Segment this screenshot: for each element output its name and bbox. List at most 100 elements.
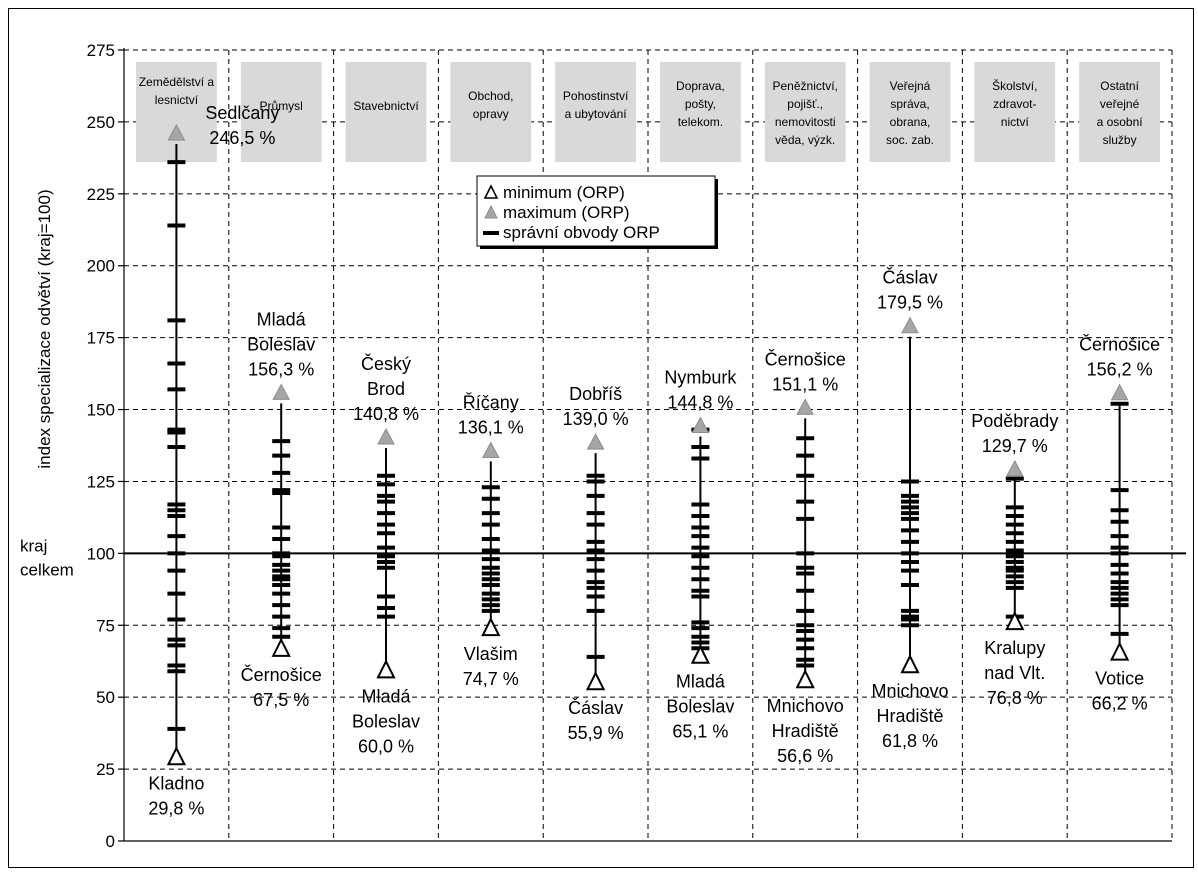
reference-label: kraj — [20, 536, 47, 555]
min-label: 65,1 % — [672, 722, 728, 742]
max-label: 156,3 % — [248, 359, 314, 379]
max-marker — [1005, 459, 1024, 477]
max-marker — [691, 416, 710, 434]
max-marker — [901, 316, 919, 334]
min-label: Hradiště — [772, 721, 839, 741]
max-marker — [272, 383, 291, 400]
category-header-label: pošty, — [685, 97, 716, 111]
category-header-label: Ostatní — [1100, 79, 1139, 93]
category-header-box — [974, 62, 1056, 162]
max-label: 179,5 % — [877, 293, 943, 313]
min-label: Kralupy — [984, 638, 1045, 658]
min-label: 60,0 % — [358, 736, 414, 756]
max-marker — [377, 427, 395, 445]
category-header-box — [345, 62, 427, 162]
y-tick-label: 100 — [87, 544, 115, 563]
y-tick-label: 0 — [106, 832, 115, 851]
category-header-label: Doprava, — [676, 79, 725, 93]
category-header-label: a osobní — [1097, 115, 1144, 129]
category-header-box — [240, 62, 322, 162]
min-label: Boleslav — [352, 711, 420, 731]
max-label: Nymburk — [664, 368, 737, 388]
max-label: Brod — [367, 379, 405, 399]
legend-box — [476, 175, 716, 247]
max-marker — [796, 398, 815, 415]
y-tick-label: 25 — [96, 760, 115, 779]
legend-max-marker — [484, 204, 498, 219]
min-label: Votice — [1095, 669, 1144, 689]
min-label: Vlašim — [464, 644, 518, 664]
max-marker — [586, 433, 605, 450]
max-label: 144,8 % — [667, 393, 733, 413]
min-marker — [376, 659, 396, 679]
category-header-label: soc. zab. — [886, 133, 934, 147]
category-header-box — [450, 62, 532, 162]
min-label: Kladno — [148, 773, 204, 793]
y-tick-label: 250 — [87, 113, 115, 132]
category-header-label: lesnictví — [155, 93, 199, 107]
category-header-label: Veřejná — [890, 79, 931, 93]
min-label: Černošice — [241, 664, 322, 685]
max-label: Mladá — [257, 309, 307, 329]
y-tick-label: 175 — [87, 329, 115, 348]
category-header-box — [869, 62, 951, 162]
category-header-label: Pohostinství — [563, 89, 629, 103]
category-header-label: a ubytování — [565, 107, 628, 121]
min-label: Mnichovo — [767, 696, 844, 716]
category-header-label: Obchod, — [468, 89, 513, 103]
legend-label: správní obvody ORP — [503, 223, 660, 242]
category-header-label: Školství, — [992, 78, 1037, 93]
min-marker — [690, 644, 711, 664]
min-label: Mnichovo — [871, 681, 948, 701]
max-label: Černošice — [765, 348, 846, 369]
category-header-label: správa, — [890, 97, 929, 111]
max-label: 246,5 % — [209, 128, 275, 148]
category-header-label: obrana, — [890, 115, 931, 129]
category-header-label: Stavebnictví — [353, 99, 419, 113]
max-label: Dobříš — [569, 384, 622, 404]
y-tick-label: 275 — [87, 41, 115, 60]
y-tick-label: 50 — [96, 688, 115, 707]
min-marker — [481, 616, 501, 637]
min-label: Hradiště — [876, 706, 943, 726]
y-tick-label: 200 — [87, 257, 115, 276]
reference-label: celkem — [20, 560, 74, 579]
legend-label: minimum (ORP) — [503, 183, 625, 202]
category-header-label: nemovitosti — [775, 115, 836, 129]
legend-min-marker — [483, 184, 499, 199]
max-label: 156,2 % — [1087, 360, 1153, 380]
category-header-label: věda, výzk. — [775, 133, 835, 147]
max-label: Říčany — [463, 393, 519, 413]
min-label: Mladá — [361, 686, 411, 706]
category-header-box — [660, 62, 741, 162]
max-label: Černošice — [1079, 334, 1160, 355]
category-header-box — [1079, 62, 1160, 162]
max-marker — [167, 123, 186, 141]
y-tick-label: 225 — [87, 185, 115, 204]
category-header-label: zdravot- — [993, 97, 1036, 111]
category-header-label: veřejné — [1100, 97, 1140, 111]
min-label: 56,6 % — [777, 746, 833, 766]
min-label: Boleslav — [666, 697, 734, 717]
min-label: 67,5 % — [253, 690, 309, 710]
max-marker — [481, 441, 500, 459]
category-header-label: telekom. — [678, 115, 723, 129]
max-marker — [1110, 383, 1129, 401]
min-marker — [271, 637, 291, 657]
min-label: 55,9 % — [568, 723, 624, 743]
max-label: 140,8 % — [353, 404, 419, 424]
max-label: Poděbrady — [971, 411, 1058, 431]
y-axis-title: index specializace odvětví (kraj=100) — [35, 189, 54, 468]
min-label: Mladá — [676, 672, 726, 692]
max-label: Český — [361, 353, 411, 374]
min-label: 66,2 % — [1092, 694, 1148, 714]
category-header-label: nictví — [1001, 115, 1030, 129]
y-tick-label: 150 — [87, 401, 115, 420]
max-label: 139,0 % — [563, 409, 629, 429]
min-marker — [795, 668, 815, 689]
min-marker — [900, 654, 920, 674]
category-header-label: opravy — [473, 107, 509, 121]
category-header-label: Peněžnictví, — [773, 79, 838, 93]
category-header-box — [764, 62, 846, 162]
